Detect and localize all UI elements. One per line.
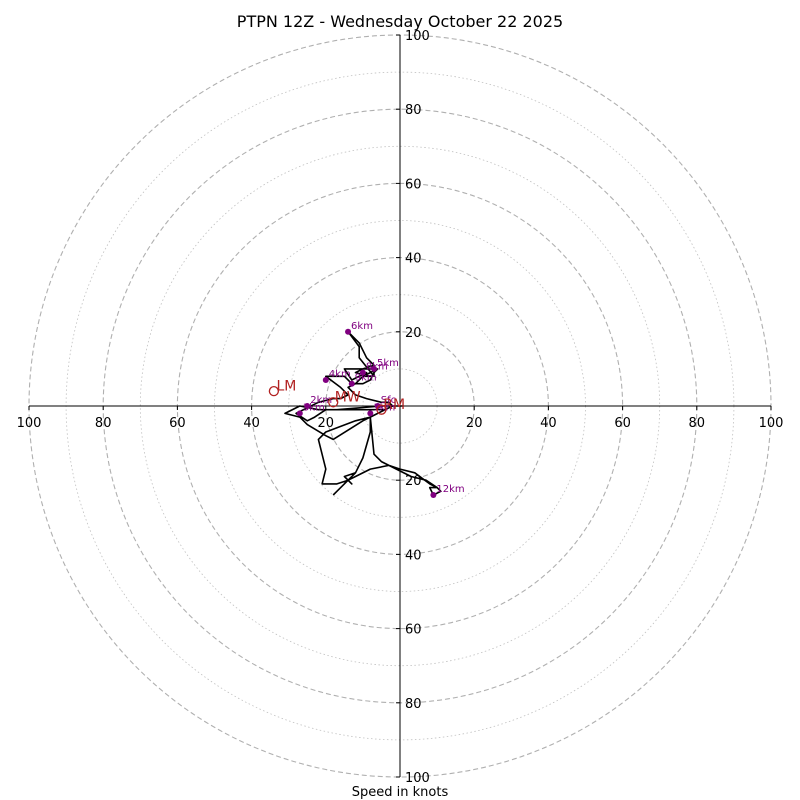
height-marker-sfc <box>374 403 381 409</box>
x-tick-label: 100 <box>759 416 784 431</box>
axes: 100 80 60 40 20 20 40 60 80 100100806040202040608… <box>17 29 784 786</box>
y-tick-label: 80 <box>405 697 422 712</box>
x-tick-label: 60 <box>614 416 631 431</box>
height-marker-12km <box>430 492 437 499</box>
height-label-6km: 6km <box>351 321 373 332</box>
y-tick-label: 80 <box>405 103 422 118</box>
height-label-1km: 1km <box>373 402 395 413</box>
height-label-sfc: Sfc <box>381 395 396 406</box>
motion-label-lm: LM <box>276 378 296 394</box>
x-tick-label: 40 <box>243 416 260 431</box>
motion-label-mw: MW <box>335 390 361 406</box>
y-tick-label: 40 <box>405 548 422 563</box>
height-label-3km: 3km <box>303 402 325 413</box>
height-label-9km: 9km <box>355 373 377 384</box>
height-label-8km: 8km <box>366 362 388 373</box>
height-label-5km: 5km <box>377 358 399 369</box>
y-tick-label: 100 <box>405 771 430 786</box>
chart-title: PTPN 12Z - Wednesday October 22 2025 <box>237 12 563 31</box>
height-label-12km: 12km <box>436 484 464 495</box>
x-tick-label: 80 <box>95 416 112 431</box>
height-marker-5km <box>371 365 378 372</box>
x-tick-label: 100 <box>17 416 42 431</box>
x-tick-label: 60 <box>169 416 186 431</box>
motion-marker-mw <box>328 397 339 408</box>
x-tick-label: 80 <box>689 416 706 431</box>
x-tick-label: 40 <box>540 416 557 431</box>
x-tick-label: 20 <box>318 416 335 431</box>
height-marker-4km <box>322 377 329 384</box>
wind-trace <box>284 330 442 496</box>
x-axis-label: Speed in knots <box>352 785 449 800</box>
x-tick-label: 20 <box>466 416 483 431</box>
y-tick-label: 100 <box>405 29 430 44</box>
motion-marker-rm <box>376 404 387 415</box>
height-marker-9km <box>348 380 355 387</box>
y-tick-label: 60 <box>405 177 422 192</box>
motion-label-rm: RM <box>383 397 405 413</box>
height-marker-2km <box>304 403 311 409</box>
height-marker-1km <box>367 410 374 417</box>
height-marker-8km <box>359 369 366 376</box>
wind-trace-line <box>284 330 442 496</box>
motion-marker-lm <box>268 386 280 397</box>
height-label-2km: 2km <box>310 395 332 406</box>
y-tick-label: 60 <box>405 623 422 638</box>
height-label-4km: 4km <box>329 369 351 380</box>
storm-motion-markers: LM MW RM <box>268 378 405 415</box>
height-marker-3km <box>296 410 303 417</box>
y-tick-label: 40 <box>405 252 422 267</box>
y-tick-label: 20 <box>405 326 422 341</box>
height-marker-6km <box>345 328 352 335</box>
